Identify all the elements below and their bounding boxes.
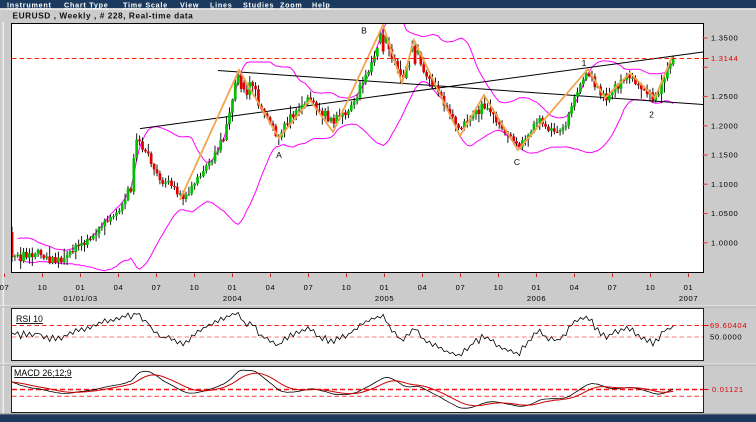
- svg-text:1.1000: 1.1000: [711, 180, 738, 189]
- svg-text:04: 04: [418, 283, 428, 292]
- svg-text:A: A: [276, 150, 282, 160]
- svg-text:2: 2: [649, 110, 654, 120]
- svg-text:01: 01: [532, 283, 542, 292]
- svg-text:01: 01: [76, 283, 86, 292]
- svg-text:MACD 26;12;9: MACD 26;12;9: [14, 368, 72, 378]
- svg-text:B: B: [361, 26, 367, 36]
- svg-text:2004: 2004: [223, 294, 242, 303]
- svg-text:Zoom: Zoom: [280, 0, 303, 9]
- svg-text:07: 07: [0, 283, 9, 292]
- svg-text:2006: 2006: [527, 294, 546, 303]
- svg-text:1: 1: [582, 58, 587, 68]
- svg-text:10: 10: [494, 283, 504, 292]
- svg-text:04: 04: [266, 283, 276, 292]
- svg-text:07: 07: [152, 283, 162, 292]
- svg-text:69.60404: 69.60404: [710, 321, 747, 330]
- svg-text:1.2000: 1.2000: [711, 121, 738, 130]
- svg-text:Help: Help: [312, 0, 331, 9]
- svg-text:1.3500: 1.3500: [711, 34, 738, 43]
- svg-text:01: 01: [684, 283, 694, 292]
- svg-text:10: 10: [646, 283, 656, 292]
- svg-text:01: 01: [228, 283, 238, 292]
- svg-text:1.1500: 1.1500: [711, 151, 738, 160]
- svg-text:Time Scale: Time Scale: [123, 0, 168, 9]
- svg-text:EURUSD , Weekly , # 228, Real-: EURUSD , Weekly , # 228, Real-time data: [13, 10, 194, 20]
- svg-text:0.01121: 0.01121: [712, 385, 744, 394]
- svg-text:C: C: [514, 157, 520, 167]
- svg-text:1.2500: 1.2500: [711, 92, 738, 101]
- svg-text:2007: 2007: [679, 294, 698, 303]
- svg-text:Studies: Studies: [243, 0, 274, 9]
- svg-text:10: 10: [190, 283, 200, 292]
- svg-text:01: 01: [380, 283, 390, 292]
- svg-text:1.0000: 1.0000: [711, 238, 738, 247]
- svg-text:RSI 10: RSI 10: [16, 314, 43, 324]
- svg-text:Chart Type: Chart Type: [64, 0, 109, 9]
- svg-text:Instrument: Instrument: [7, 0, 52, 9]
- svg-text:04: 04: [570, 283, 580, 292]
- svg-text:07: 07: [304, 283, 314, 292]
- svg-text:01/01/03: 01/01/03: [63, 294, 97, 303]
- svg-text:Lines: Lines: [210, 0, 233, 9]
- svg-text:07: 07: [608, 283, 618, 292]
- svg-text:50.0000: 50.0000: [710, 333, 742, 342]
- svg-text:10: 10: [38, 283, 48, 292]
- svg-text:07: 07: [456, 283, 466, 292]
- svg-text:1.3144: 1.3144: [711, 54, 738, 63]
- svg-text:04: 04: [114, 283, 124, 292]
- svg-text:1.0500: 1.0500: [711, 209, 738, 218]
- svg-text:View: View: [180, 0, 199, 9]
- svg-text:10: 10: [342, 283, 352, 292]
- svg-text:2005: 2005: [375, 294, 394, 303]
